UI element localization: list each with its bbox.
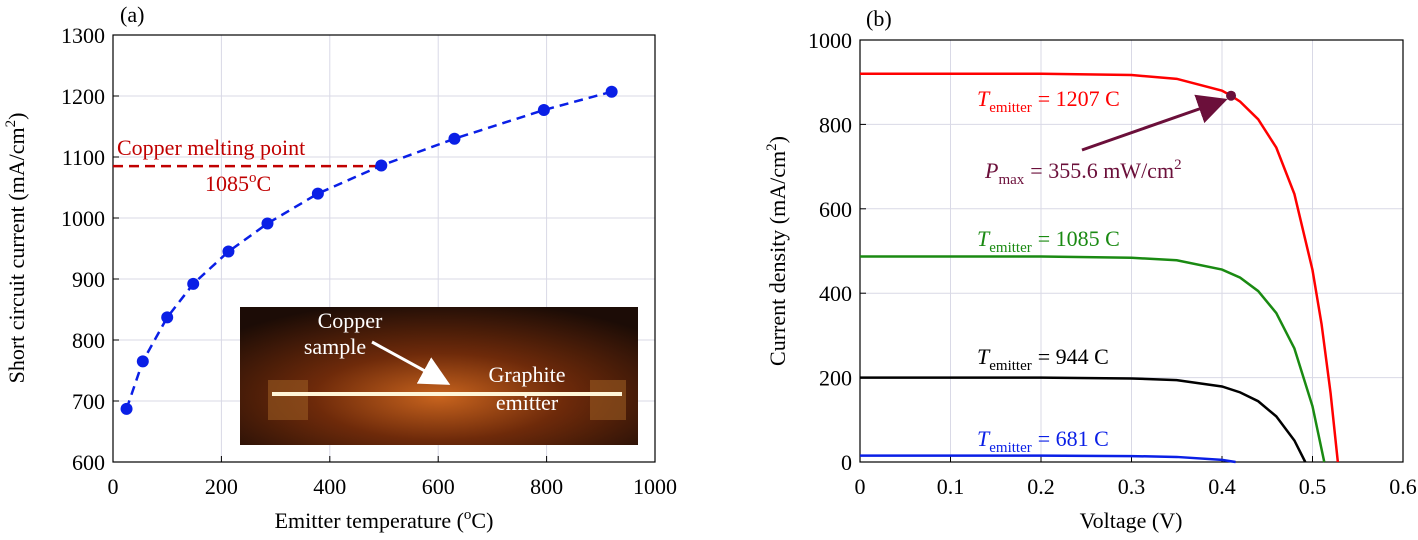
x-tick-label: 800: [530, 474, 563, 499]
x-tick-label: 0.5: [1299, 474, 1327, 499]
plot-frame: [112, 34, 656, 463]
data-point: [537, 104, 550, 117]
x-tick-label: 400: [313, 474, 346, 499]
panel-title: (b): [866, 6, 892, 31]
inset-photo: Copper sample Graphite emitter: [240, 307, 638, 445]
x-tick-label: 0: [855, 474, 866, 499]
data-point: [222, 245, 235, 258]
y-tick-label: 900: [72, 267, 105, 292]
data-layer: 600 700 800 900 1000 1100 1200 1300 0 200 400 600 80…: [61, 23, 1417, 499]
data-point: [261, 217, 274, 230]
data-point: [187, 277, 200, 290]
x-tick-label: 0: [108, 474, 119, 499]
iv-curve: [860, 72, 1340, 463]
data-point: [161, 311, 174, 324]
series-label: Temitter = 944 C: [977, 344, 1109, 374]
series-label: Temitter = 1085 C: [977, 226, 1120, 256]
x-tick-label: 0.1: [937, 474, 965, 499]
data-point: [120, 402, 133, 415]
series-label: Temitter = 681 C: [977, 426, 1109, 456]
panel-title: (a): [120, 2, 144, 27]
x-tick-label: 200: [205, 474, 238, 499]
y-tick-label: 200: [819, 366, 852, 391]
y-tick-label: 800: [819, 112, 852, 137]
reference-label: Copper melting point: [117, 135, 305, 160]
x-axis-label: Emitter temperature (oC): [275, 507, 494, 533]
series-label: Temitter = 1207 C: [977, 86, 1120, 116]
data-point: [375, 159, 388, 172]
y-tick-label: 800: [72, 328, 105, 353]
data-point: [605, 85, 618, 98]
max-power-arrow: [1081, 94, 1228, 152]
max-power-point: [1226, 90, 1237, 101]
x-tick-label: 600: [422, 474, 455, 499]
max-power-label: Pmax = 355.6 mW/cm2: [984, 157, 1182, 188]
iv-curve: [860, 255, 1326, 463]
inset-arrow: [371, 340, 451, 385]
y-tick-label: 400: [819, 281, 852, 306]
y-tick-label: 1300: [61, 23, 105, 48]
plot-frame: [859, 39, 1404, 463]
reference-value-label: 1085oC: [205, 170, 271, 196]
data-point: [448, 132, 461, 145]
y-tick-label: 1200: [61, 84, 105, 109]
y-tick-label: 600: [819, 197, 852, 222]
data-point: [311, 187, 324, 200]
y-tick-label: 700: [72, 389, 105, 414]
x-tick-label: 0.4: [1208, 474, 1236, 499]
inset-block: [268, 380, 308, 420]
y-tick-label: 1000: [808, 28, 852, 53]
x-tick-label: 0.3: [1118, 474, 1146, 499]
y-tick-label: 1100: [62, 145, 105, 170]
y-tick-label: 0: [841, 450, 852, 475]
iv-curve: [860, 376, 1307, 463]
data-point: [136, 355, 149, 368]
inset-block: [590, 380, 626, 420]
y-axis-label: Short circuit current (mA/cm2): [3, 113, 29, 384]
y-tick-label: 600: [72, 450, 105, 475]
y-tick-label: 1000: [61, 206, 105, 231]
inset-label: Copper sample: [304, 308, 383, 359]
fit-line: [125, 90, 612, 410]
x-axis-label: Voltage (V): [1080, 508, 1183, 533]
x-tick-label: 0.2: [1027, 474, 1055, 499]
inset-label: Graphite emitter: [489, 362, 566, 415]
iv-curve: [860, 454, 1236, 464]
y-axis-label: Current density (mA/cm2): [764, 136, 790, 366]
x-tick-label: 1000: [633, 474, 677, 499]
x-tick-label: 0.6: [1389, 474, 1417, 499]
inset-background: [240, 307, 638, 445]
